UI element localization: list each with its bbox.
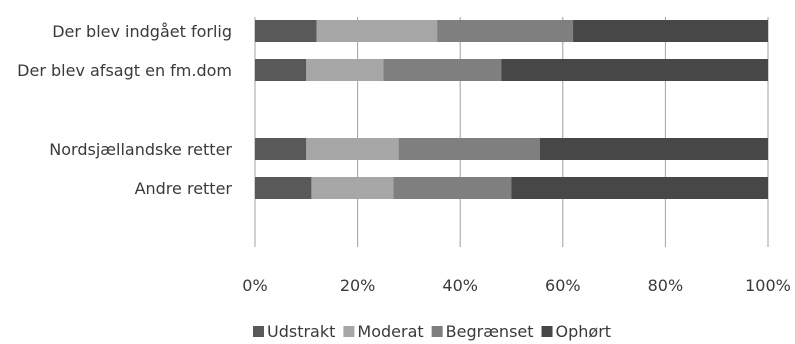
bar-segment <box>573 20 768 42</box>
x-tick-label: 80% <box>648 276 684 295</box>
bar-segment <box>255 59 307 81</box>
bar-segment <box>316 20 438 42</box>
x-tick-label: 40% <box>442 276 478 295</box>
legend-swatch <box>253 326 264 337</box>
bar-segment <box>511 177 768 199</box>
category-label: Andre retter <box>135 179 233 198</box>
bar-segment <box>311 177 394 199</box>
x-tick-label: 100% <box>745 276 791 295</box>
bar-segment <box>255 20 317 42</box>
x-axis-tick-labels: 0% 20% 40% 60% 80% 100% <box>242 276 791 295</box>
gridlines <box>254 17 769 247</box>
bar-segment <box>437 20 574 42</box>
bar-segment <box>393 177 512 199</box>
legend-swatch <box>431 326 443 337</box>
category-label: Der blev indgået forlig <box>52 22 232 41</box>
bar-segment <box>255 138 307 160</box>
bar-segment <box>501 59 768 81</box>
bar-segment <box>383 59 502 81</box>
x-tick-label: 20% <box>340 276 376 295</box>
x-tick-label: 60% <box>545 276 581 295</box>
legend-swatch <box>343 326 355 337</box>
legend-label: Udstrakt <box>267 322 335 341</box>
bar-segment <box>398 138 540 160</box>
legend: Udstrakt Moderat Begrænset Ophørt <box>253 322 611 341</box>
bars <box>255 20 768 199</box>
bar-segment <box>306 59 384 81</box>
category-label: Der blev afsagt en fm.dom <box>17 61 232 80</box>
legend-label: Begrænset <box>446 322 534 341</box>
bar-segment <box>539 138 768 160</box>
bar-segment <box>306 138 399 160</box>
x-tick-label: 0% <box>242 276 267 295</box>
category-label: Nordsjællandske retter <box>49 140 232 159</box>
legend-label: Moderat <box>357 322 423 341</box>
legend-label: Ophørt <box>556 322 612 341</box>
category-labels: Der blev indgået forlig Der blev afsagt e… <box>17 22 232 198</box>
legend-swatch <box>541 326 553 337</box>
bar-segment <box>255 177 312 199</box>
